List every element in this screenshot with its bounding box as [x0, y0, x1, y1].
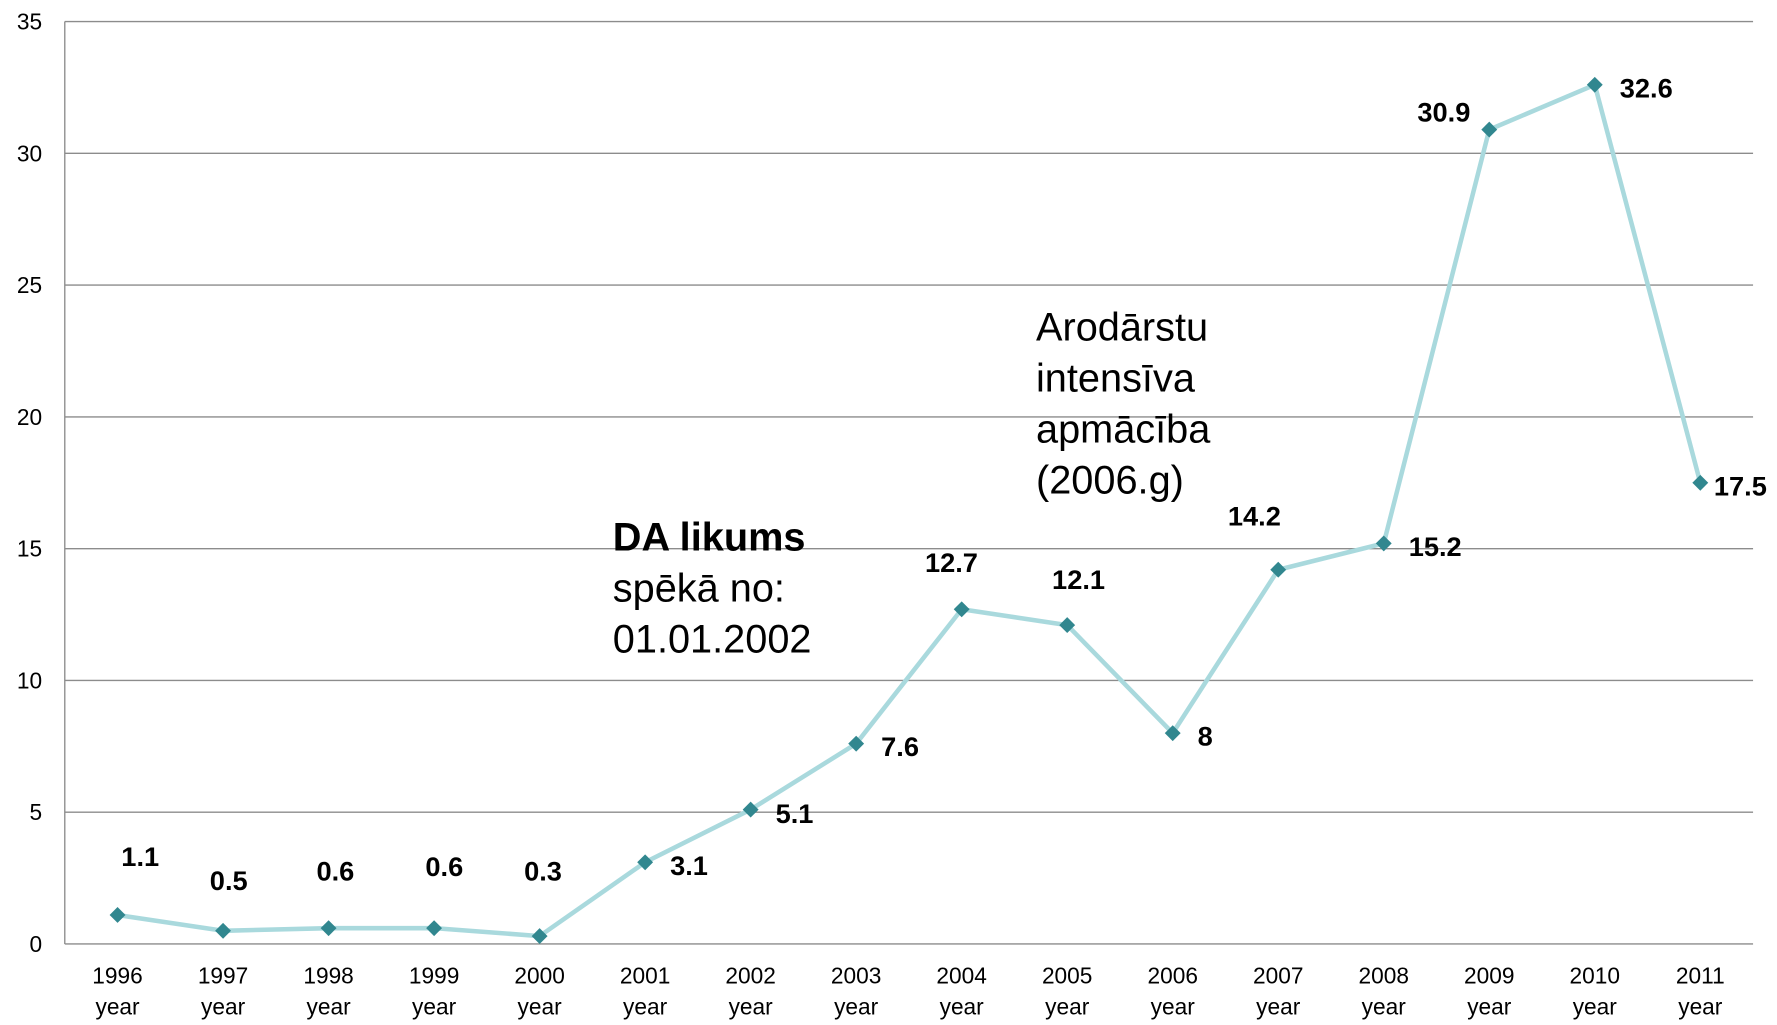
data-label: 3.1	[670, 850, 708, 881]
marker	[1164, 725, 1181, 742]
data-label: 14.2	[1228, 500, 1281, 531]
marker	[1586, 76, 1603, 93]
x-tick-label: 1997 year	[198, 963, 248, 1020]
marker	[426, 920, 443, 937]
data-label: 8	[1198, 721, 1213, 752]
y-tick-label: 35	[17, 8, 42, 34]
data-label: 12.1	[1052, 564, 1105, 595]
x-tick-label: 1998 year	[303, 963, 353, 1020]
annotation: apmācība	[1036, 407, 1211, 451]
annotation: spēkā no:	[613, 566, 785, 610]
annotation: (2006.g)	[1036, 459, 1184, 503]
data-label: 15.2	[1409, 531, 1462, 562]
data-label: 0.3	[524, 855, 562, 886]
data-label: 12.7	[925, 547, 978, 578]
x-tick-label: 2003 year	[831, 963, 881, 1020]
annotation: intensīva	[1036, 356, 1196, 400]
y-tick-label: 20	[17, 404, 42, 430]
x-tick-label: 2008 year	[1359, 963, 1409, 1020]
x-tick-label: 2010 year	[1570, 963, 1620, 1020]
x-tick-label: 2005 year	[1042, 963, 1092, 1020]
marker	[215, 922, 232, 939]
x-tick-label: 2000 year	[514, 963, 564, 1020]
y-tick-label: 25	[17, 272, 42, 298]
marker	[1375, 535, 1392, 552]
y-tick-label: 30	[17, 140, 42, 166]
data-label: 7.6	[881, 731, 919, 762]
marker	[531, 928, 548, 945]
marker	[1481, 121, 1498, 138]
marker	[637, 854, 654, 871]
data-label: 5.1	[776, 798, 814, 829]
marker	[953, 601, 970, 618]
x-tick-label: 2006 year	[1147, 963, 1197, 1020]
marker	[109, 907, 126, 923]
x-tick-label: 2001 year	[620, 963, 670, 1020]
x-tick-label: 2002 year	[725, 963, 775, 1020]
y-tick-label: 10	[17, 667, 42, 693]
y-tick-label: 0	[29, 931, 42, 957]
line	[117, 82, 1703, 939]
y-tick-label: 15	[17, 536, 42, 562]
data-label: 0.6	[425, 851, 463, 882]
annotation: 01.01.2002	[613, 617, 812, 661]
x-tick-label: 1999 year	[409, 963, 459, 1020]
data-label: 32.6	[1620, 72, 1673, 103]
data-label: 1.1	[121, 841, 159, 872]
marker	[1692, 474, 1709, 491]
data-label: 30.9	[1417, 97, 1470, 128]
data-label: 17.5	[1714, 470, 1767, 501]
y-tick-label: 5	[29, 799, 42, 825]
data-label: 0.6	[316, 856, 354, 887]
marker	[320, 920, 337, 937]
x-tick-label: 1996 year	[92, 963, 142, 1020]
annotation: DA likums	[613, 515, 806, 559]
x-tick-label: 2007 year	[1253, 963, 1303, 1020]
data-label: 0.5	[210, 865, 248, 896]
x-tick-label: 2004 year	[936, 963, 986, 1020]
x-tick-label: 2009 year	[1464, 963, 1514, 1020]
x-tick-label: 2011 year	[1676, 963, 1725, 1020]
annotation: Arodārstu	[1036, 305, 1208, 349]
